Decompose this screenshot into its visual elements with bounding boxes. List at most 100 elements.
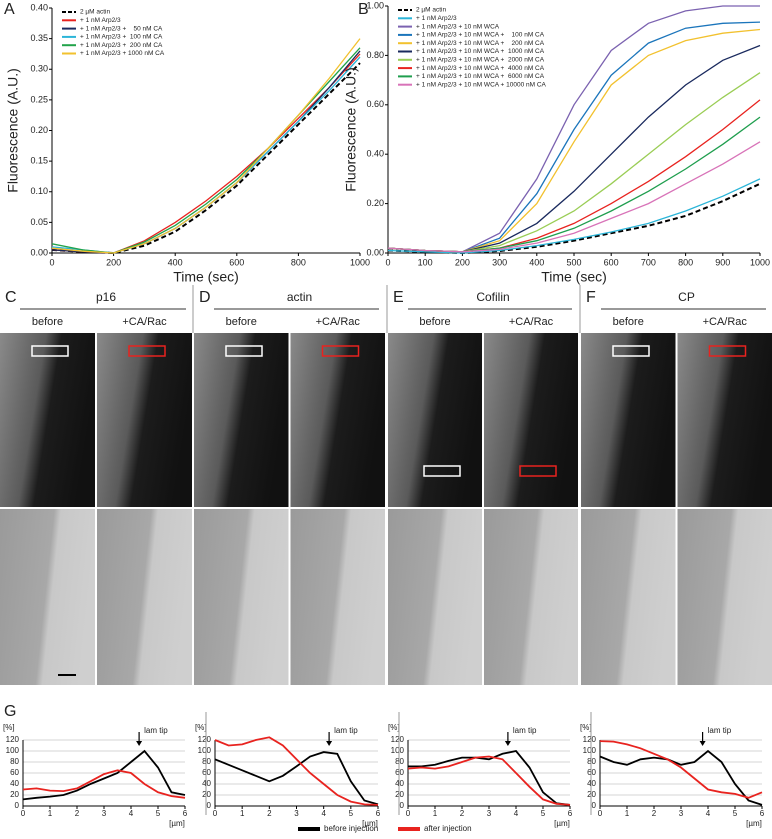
- y-tick-label: 0.35: [30, 33, 48, 43]
- y-tick-label: 0: [207, 801, 212, 810]
- annotation-text: lam tip: [144, 726, 168, 735]
- y-tick-label: 0: [592, 801, 597, 810]
- y-axis-label: Fluorescence (A.U.): [343, 67, 359, 191]
- x-tick-label: 1: [48, 809, 53, 818]
- series-line: [51, 38, 361, 254]
- panel-label: F: [586, 289, 596, 306]
- y-axis-label: [%]: [3, 723, 15, 732]
- y-tick-label: 100: [6, 746, 20, 755]
- legend-label: + 1 nM Arp2/3 + 10 nM WCA + 1000 nM CA: [416, 48, 545, 55]
- y-tick-label: 0.15: [30, 156, 48, 166]
- y-tick-label: 60: [587, 768, 596, 777]
- x-tick-label: 5: [733, 809, 738, 818]
- y-tick-label: 60: [395, 768, 404, 777]
- y-tick-label: 0.05: [30, 217, 48, 227]
- x-tick-label: 400: [168, 257, 183, 267]
- x-tick-label: 800: [678, 257, 693, 267]
- series-line: [387, 72, 761, 253]
- fluorescence-image: [677, 333, 772, 507]
- x-axis-label: [µm]: [169, 819, 185, 828]
- dic-image: [484, 509, 578, 685]
- y-axis-label: [%]: [388, 723, 400, 732]
- x-tick-label: 200: [455, 257, 470, 267]
- y-tick-label: 100: [583, 746, 597, 755]
- panel-title: actin: [287, 290, 312, 304]
- annotation-arrowhead: [504, 741, 511, 746]
- series-line: [387, 182, 761, 255]
- y-tick-label: 0.60: [366, 99, 384, 109]
- series-line: [387, 116, 761, 253]
- dic-image: [677, 509, 772, 685]
- annotation-text: lam tip: [708, 726, 732, 735]
- x-tick-label: 6: [376, 809, 381, 818]
- panel-label: C: [5, 289, 17, 306]
- series-line: [22, 749, 186, 801]
- column-label: +CA/Rac: [122, 316, 167, 328]
- legend-label: + 1 nM Arp2/3 + 10 nM WCA + 100 nM CA: [416, 32, 545, 39]
- panel-label: E: [393, 289, 404, 306]
- series-line: [51, 47, 361, 254]
- panel-title: Cofilin: [476, 290, 509, 304]
- series-line: [387, 99, 761, 253]
- legend-label: + 1 nM Arp2/3 + 10 nM WCA + 6000 nM CA: [416, 73, 545, 80]
- y-tick-label: 80: [10, 757, 19, 766]
- y-tick-label: 120: [6, 735, 20, 744]
- legend-label: + 1 nM Arp2/3 + 10 nM WCA: [416, 23, 500, 30]
- y-tick-label: 80: [395, 757, 404, 766]
- y-axis-label: [%]: [195, 723, 207, 732]
- x-tick-label: 2: [75, 809, 80, 818]
- x-tick-label: 3: [294, 809, 299, 818]
- y-tick-label: 0.40: [30, 2, 48, 12]
- x-tick-label: 300: [492, 257, 507, 267]
- y-tick-label: 20: [10, 790, 19, 799]
- roi-box: [225, 345, 263, 357]
- roi-box: [31, 345, 69, 357]
- x-tick-label: 200: [106, 257, 121, 267]
- y-tick-label: 40: [395, 779, 404, 788]
- x-tick-label: 0: [598, 809, 603, 818]
- annotation-arrowhead: [699, 741, 706, 746]
- x-tick-label: 1: [433, 809, 438, 818]
- legend-label: + 1 nM Arp2/3 + 1000 nM CA: [80, 50, 165, 57]
- dic-image: [581, 509, 676, 685]
- y-tick-label: 20: [395, 790, 404, 799]
- x-tick-label: 5: [156, 809, 161, 818]
- annotation-arrowhead: [326, 741, 333, 746]
- series-line: [51, 50, 361, 254]
- y-tick-label: 0.30: [30, 64, 48, 74]
- y-tick-label: 0.40: [366, 149, 384, 159]
- fluorescence-image: [194, 333, 289, 507]
- legend-label: + 1 nM Arp2/3 + 10 nM WCA + 4000 nM CA: [416, 65, 545, 72]
- legend-label: after injection: [424, 824, 472, 833]
- x-tick-label: 900: [715, 257, 730, 267]
- column-label: +CA/Rac: [509, 316, 554, 328]
- legend-label: 2 µM actin: [416, 7, 447, 14]
- x-tick-label: 5: [349, 809, 354, 818]
- y-tick-label: 120: [198, 735, 212, 744]
- y-tick-label: 120: [391, 735, 405, 744]
- x-tick-label: 5: [541, 809, 546, 818]
- panel-label: D: [199, 289, 211, 306]
- y-axis-label: [%]: [580, 723, 592, 732]
- x-tick-label: 600: [229, 257, 244, 267]
- y-tick-label: 120: [583, 735, 597, 744]
- series-line: [214, 751, 379, 806]
- x-tick-label: 4: [706, 809, 711, 818]
- series-line: [214, 736, 379, 806]
- series-line: [599, 740, 763, 799]
- x-tick-label: 500: [566, 257, 581, 267]
- legend-label: + 1 nM Arp2/3 + 100 nM CA: [80, 34, 163, 41]
- roi-box: [321, 345, 360, 357]
- y-tick-label: 0.20: [366, 198, 384, 208]
- legend-label: + 1 nM Arp2/3: [416, 15, 457, 22]
- dic-image: [97, 509, 192, 685]
- y-tick-label: 0: [400, 801, 405, 810]
- x-tick-label: 1000: [350, 257, 370, 267]
- fluorescence-image: [290, 333, 385, 507]
- fluorescence-image: [97, 333, 192, 507]
- legend-label: + 1 nM Arp2/3 + 10 nM WCA + 200 nM CA: [416, 40, 545, 47]
- x-axis-label: Time (sec): [541, 269, 607, 285]
- x-tick-label: 3: [487, 809, 492, 818]
- legend-label: + 1 nM Arp2/3: [80, 17, 121, 24]
